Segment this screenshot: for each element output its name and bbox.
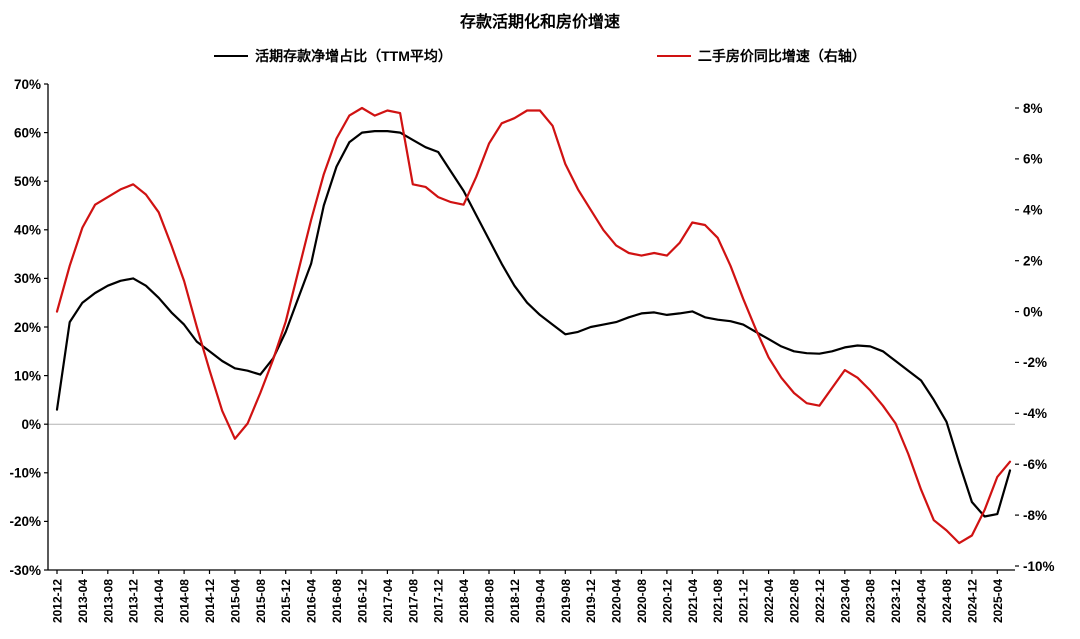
legend-label-house-price: 二手房价同比增速（右轴） bbox=[697, 48, 866, 64]
x-axis-label: 2022-04 bbox=[762, 579, 776, 623]
series-line-house-price bbox=[55, 106, 1012, 545]
left-axis-label: 40% bbox=[14, 223, 41, 238]
left-axis-label: -10% bbox=[9, 466, 41, 481]
x-axis-label: 2017-08 bbox=[406, 579, 420, 623]
x-axis-label: 2021-08 bbox=[711, 579, 725, 623]
right-axis-label: 4% bbox=[1023, 203, 1043, 218]
x-axis-label: 2013-08 bbox=[101, 579, 115, 623]
x-axis-label: 2017-12 bbox=[432, 579, 446, 623]
legend-item-house-price: 二手房价同比增速（右轴） bbox=[656, 46, 866, 66]
x-axis-label: 2021-12 bbox=[737, 579, 751, 623]
x-axis-label: 2022-12 bbox=[813, 579, 827, 623]
x-axis-label: 2016-04 bbox=[305, 579, 319, 623]
right-axis-label: -8% bbox=[1023, 508, 1047, 523]
right-axis-label: -4% bbox=[1023, 406, 1047, 421]
legend-line-swatch-black bbox=[214, 54, 249, 58]
left-axis-label: 0% bbox=[21, 417, 41, 432]
x-axis-label: 2024-04 bbox=[915, 579, 929, 623]
left-axis-label: 20% bbox=[14, 320, 41, 335]
x-axis-label: 2015-04 bbox=[228, 579, 242, 623]
x-axis-label: 2019-12 bbox=[584, 579, 598, 623]
x-axis-label: 2018-12 bbox=[508, 579, 522, 623]
left-axis-label: 30% bbox=[14, 271, 41, 286]
x-axis-label: 2013-12 bbox=[127, 579, 141, 623]
x-axis-label: 2017-04 bbox=[381, 579, 395, 623]
x-axis-label: 2018-08 bbox=[483, 579, 497, 623]
x-axis-label: 2015-08 bbox=[254, 579, 268, 623]
left-axis-label: 70% bbox=[14, 77, 41, 92]
x-axis-label: 2014-08 bbox=[178, 579, 192, 623]
left-axis-label: 50% bbox=[14, 174, 41, 189]
x-axis-label: 2024-08 bbox=[940, 579, 954, 623]
x-axis-label: 2023-12 bbox=[889, 579, 903, 623]
series-line-deposit-ratio bbox=[55, 130, 1012, 518]
x-axis-label: 2015-12 bbox=[279, 579, 293, 623]
x-axis-label: 2020-08 bbox=[635, 579, 649, 623]
left-axis-label: -30% bbox=[9, 563, 41, 578]
legend-label-deposit-ratio: 活期存款净增占比（TTM平均） bbox=[255, 48, 452, 64]
right-axis-label: 6% bbox=[1023, 152, 1043, 167]
x-axis-label: 2019-04 bbox=[533, 579, 547, 623]
x-axis-label: 2016-12 bbox=[356, 579, 370, 623]
left-axis-label: 60% bbox=[14, 125, 41, 140]
x-axis-label: 2016-08 bbox=[330, 579, 344, 623]
right-axis-label: 0% bbox=[1023, 304, 1043, 319]
left-axis-label: 10% bbox=[14, 368, 41, 383]
chart-legend: 活期存款净增占比（TTM平均） 二手房价同比增速（右轴） bbox=[0, 46, 1080, 66]
axes: 70% 60% 50% 40% 30% 20% 10% 0% -10% -20% -30% 8% 6% 4… bbox=[9, 77, 1054, 623]
x-axis-label: 2018-04 bbox=[457, 579, 471, 623]
legend-item-deposit-ratio: 活期存款净增占比（TTM平均） bbox=[214, 46, 452, 66]
right-axis-label: 2% bbox=[1023, 254, 1043, 269]
x-axis-label: 2012-12 bbox=[51, 579, 65, 623]
right-axis-label: 8% bbox=[1023, 101, 1043, 116]
right-axis-label: -2% bbox=[1023, 355, 1047, 370]
left-axis-label: -20% bbox=[9, 514, 41, 529]
right-axis-label: -6% bbox=[1023, 457, 1047, 472]
x-axis-label: 2025-04 bbox=[991, 579, 1005, 623]
series-lines bbox=[55, 106, 1012, 545]
chart-title: 存款活期化和房价增速 bbox=[459, 14, 620, 31]
x-axis-label: 2020-04 bbox=[610, 579, 624, 623]
x-axis-label: 2014-12 bbox=[203, 579, 217, 623]
legend-line-swatch-red bbox=[656, 54, 691, 58]
x-axis-label: 2023-04 bbox=[838, 579, 852, 623]
x-axis-label: 2024-12 bbox=[965, 579, 979, 623]
x-axis-label: 2020-12 bbox=[660, 579, 674, 623]
x-axis-label: 2021-04 bbox=[686, 579, 700, 623]
x-axis-label: 2019-08 bbox=[559, 579, 573, 623]
right-axis-label: -10% bbox=[1023, 559, 1055, 574]
x-axis-label: 2023-08 bbox=[864, 579, 878, 623]
x-axis-label: 2022-08 bbox=[788, 579, 802, 623]
x-axis-label: 2013-04 bbox=[76, 579, 90, 623]
x-axis-label: 2014-04 bbox=[152, 579, 166, 623]
